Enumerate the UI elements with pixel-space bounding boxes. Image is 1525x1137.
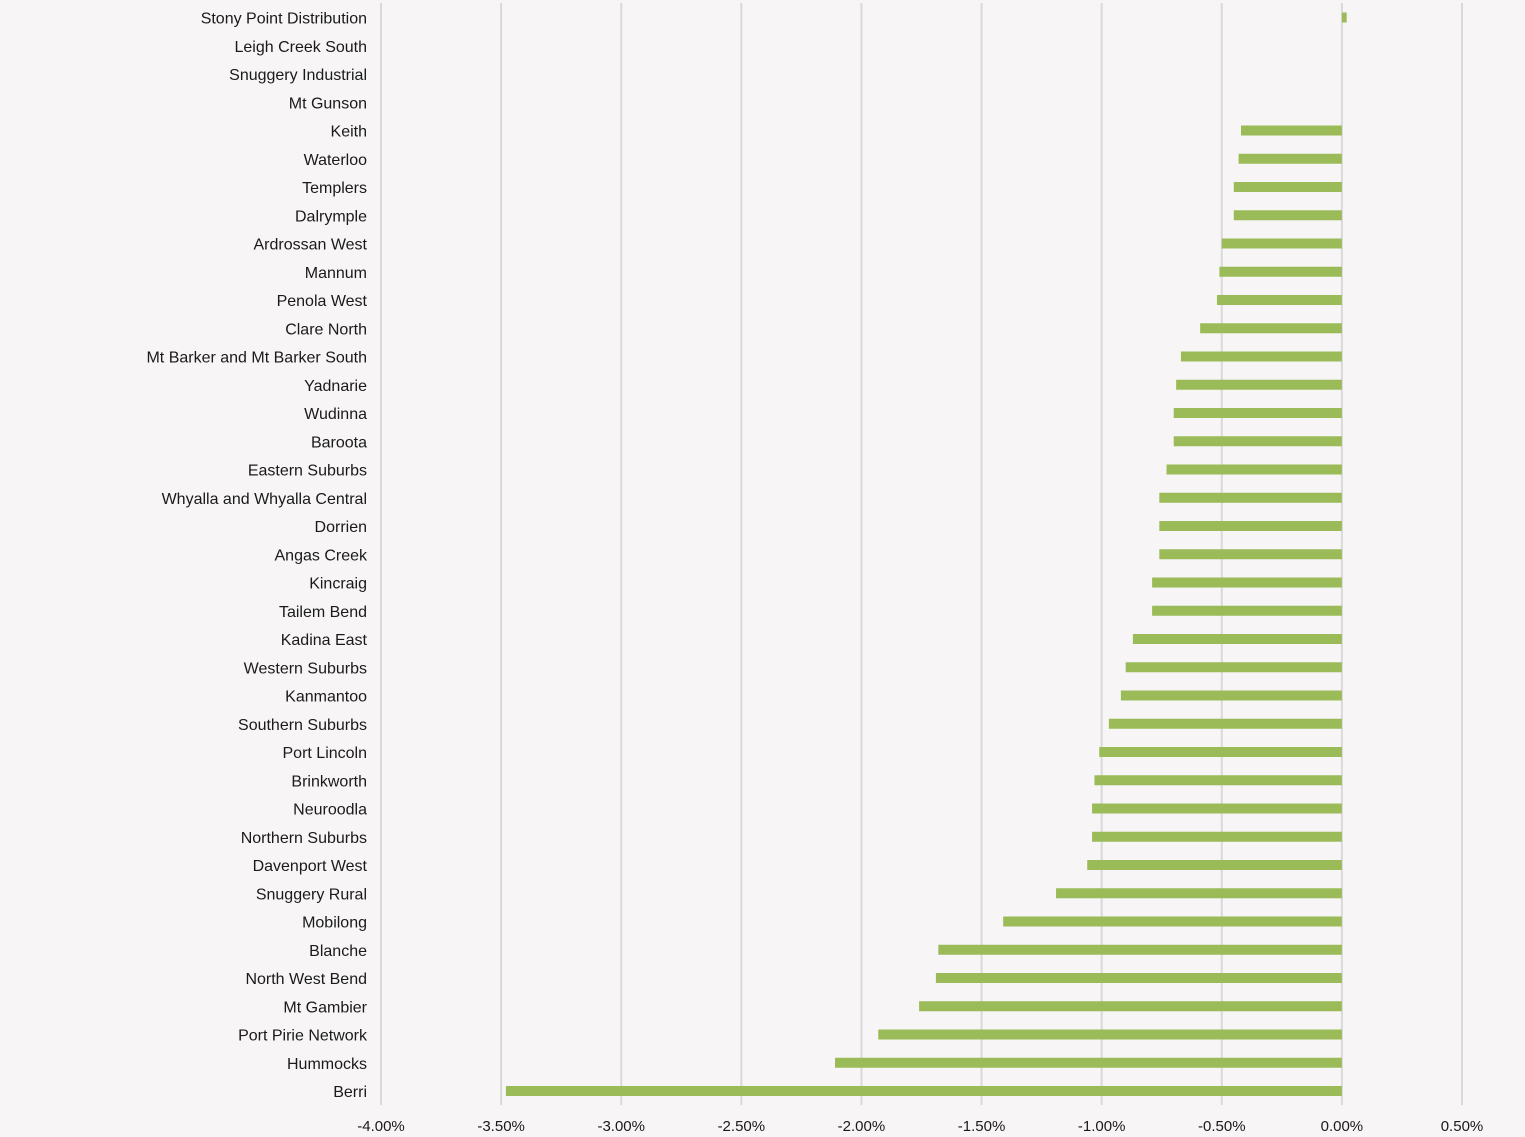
category-label: Tailem Bend — [279, 604, 367, 621]
category-label: Dorrien — [315, 519, 367, 536]
category-label: Davenport West — [253, 858, 368, 875]
bar — [1125, 662, 1342, 673]
bar — [1003, 916, 1342, 927]
category-label: Blanche — [309, 943, 367, 960]
bar — [505, 1086, 1342, 1096]
category-labels: Stony Point Distribution Leigh Creek Sout… — [146, 11, 368, 1102]
category-label: Port Pirie Network — [238, 1028, 368, 1045]
bar — [1173, 408, 1342, 418]
bar — [1200, 323, 1342, 334]
category-label: Yadnarie — [304, 378, 367, 395]
category-label: North West Bend — [245, 971, 367, 988]
bars — [505, 12, 1347, 1096]
category-label: Snuggery Industrial — [229, 67, 367, 84]
bar — [1087, 860, 1342, 870]
category-label: Stony Point Distribution — [201, 11, 367, 28]
x-tick-label: -0.50% — [1198, 1118, 1246, 1135]
bar — [1221, 238, 1342, 249]
bar — [935, 973, 1342, 983]
bar — [878, 1029, 1342, 1040]
bar — [1132, 634, 1342, 644]
category-label: Whyalla and Whyalla Central — [162, 491, 367, 508]
bar — [1166, 464, 1342, 475]
category-label: Western Suburbs — [244, 660, 367, 677]
x-tick-label: -4.00% — [357, 1118, 405, 1135]
bar — [1238, 153, 1342, 164]
category-label: Mobilong — [302, 915, 367, 932]
bar — [1180, 351, 1342, 362]
category-label: Eastern Suburbs — [248, 463, 367, 480]
bar — [1108, 718, 1342, 729]
bar — [835, 1057, 1342, 1068]
category-label: Ardrossan West — [253, 237, 367, 254]
category-label: Waterloo — [304, 152, 368, 169]
bar — [1159, 549, 1342, 560]
x-tick-label: 0.00% — [1321, 1118, 1364, 1135]
category-label: Mt Gambier — [283, 999, 367, 1016]
bar — [1056, 888, 1342, 899]
category-label: Kadina East — [281, 632, 368, 649]
bar — [1173, 436, 1342, 447]
x-tick-label: 0.50% — [1441, 1118, 1484, 1135]
category-label: Baroota — [311, 434, 367, 451]
x-tick-label: -1.50% — [958, 1118, 1006, 1135]
bar — [938, 944, 1342, 955]
x-tick-label: -3.00% — [597, 1118, 645, 1135]
x-tick-label: -1.00% — [1078, 1118, 1126, 1135]
bar — [1219, 266, 1342, 277]
category-label: Port Lincoln — [283, 745, 368, 762]
category-label: Angas Creek — [275, 547, 368, 564]
bar — [1092, 831, 1342, 842]
bar — [1341, 12, 1347, 23]
x-tick-label: -2.50% — [718, 1118, 766, 1135]
x-axis-tick-labels: -4.00% -3.50% -3.00% -2.50% -2.00% -1.50% -1.0… — [357, 1118, 1483, 1135]
category-label: Brinkworth — [291, 773, 367, 790]
x-tick-label: -2.00% — [838, 1118, 886, 1135]
bar — [919, 1001, 1342, 1012]
bar — [1159, 521, 1342, 531]
category-label: Southern Suburbs — [238, 717, 367, 734]
bar — [1099, 747, 1342, 757]
category-label: Neuroodla — [293, 802, 367, 819]
bar — [1094, 775, 1342, 786]
category-label: Keith — [331, 124, 367, 141]
category-label: Templers — [302, 180, 367, 197]
category-label: Kincraig — [309, 576, 367, 593]
category-label: Penola West — [277, 293, 368, 310]
category-label: Leigh Creek South — [234, 39, 367, 56]
category-label: Northern Suburbs — [241, 830, 367, 847]
category-label: Hummocks — [287, 1056, 367, 1073]
category-label: Kanmantoo — [285, 689, 367, 706]
category-label: Mt Barker and Mt Barker South — [146, 350, 367, 367]
category-label: Mannum — [305, 265, 367, 282]
bar — [1240, 125, 1342, 136]
category-label: Berri — [333, 1084, 367, 1101]
bar — [1176, 379, 1342, 390]
x-tick-label: -3.50% — [477, 1118, 525, 1135]
bar — [1152, 605, 1342, 616]
bar — [1216, 295, 1342, 305]
category-label: Snuggery Rural — [256, 886, 367, 903]
bar — [1233, 210, 1342, 221]
gridlines — [380, 3, 1463, 1105]
category-label: Dalrymple — [295, 208, 367, 225]
bar — [1152, 577, 1342, 588]
category-label: Wudinna — [304, 406, 367, 423]
bar — [1120, 690, 1342, 701]
bar — [1233, 182, 1342, 192]
bar — [1159, 492, 1342, 503]
category-label: Mt Gunson — [289, 95, 367, 112]
bar — [1092, 803, 1342, 814]
category-label: Clare North — [285, 321, 367, 338]
